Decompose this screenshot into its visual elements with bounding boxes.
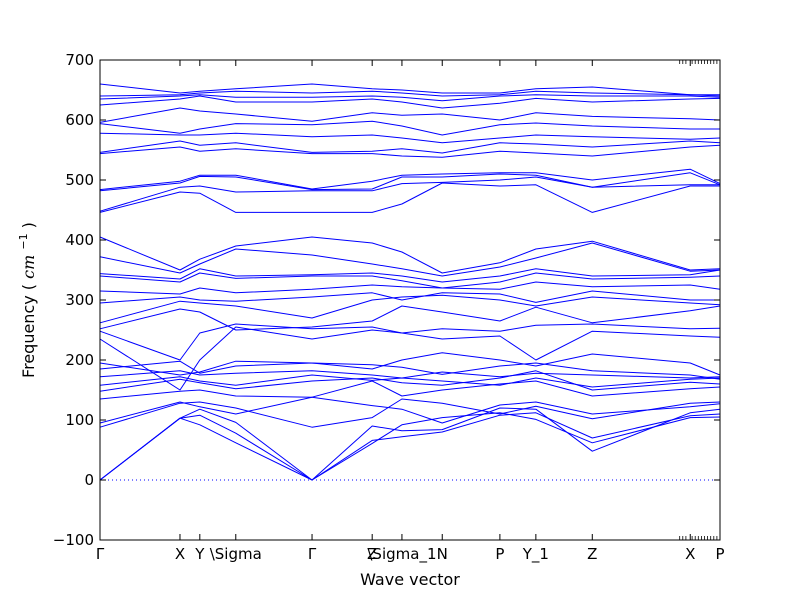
x-tick-labels: Γ X Y \Sigma Γ Z\Sigma_1 N P Y_1 Z X P [96, 545, 725, 564]
band-22 [99, 182, 720, 213]
band-27 [99, 140, 721, 154]
x-tick-label: Γ [96, 545, 105, 563]
y-tick-label: 0 [84, 471, 94, 489]
y-axis-label: Frequency ( cm −1 ) [12, 222, 38, 378]
x-tick-label: Y_1 [522, 545, 549, 564]
band-4 [99, 398, 721, 428]
y-tick-label: 500 [65, 171, 94, 189]
x-tick-label: \Sigma [210, 545, 262, 563]
y-tick-label: 300 [65, 291, 94, 309]
band-6 [99, 380, 721, 400]
band-13 [99, 323, 721, 361]
band-26 [99, 144, 721, 158]
x-tick-label: P [495, 545, 504, 563]
band-11 [99, 352, 721, 376]
y-tick-label: 400 [65, 231, 94, 249]
y-tick-label: 200 [65, 351, 94, 369]
x-tick-label: X [685, 545, 695, 563]
y-tick-label: 100 [65, 411, 94, 429]
plot-frame [99, 59, 721, 541]
series-layer [99, 83, 721, 481]
x-tick-label: P [715, 545, 724, 563]
y-tick-label: 700 [65, 51, 94, 69]
x-tick-label: Z [367, 545, 377, 563]
y-axis-label-close: ) [19, 222, 38, 228]
y-axis-label-text: Frequency [19, 295, 38, 378]
x-tick-label: X [175, 545, 185, 563]
band-3 [99, 407, 721, 481]
band-2 [99, 412, 721, 481]
band-30 [99, 107, 721, 123]
band-17 [99, 281, 721, 295]
band-18 [99, 272, 721, 289]
band-32 [99, 94, 721, 102]
band-5 [99, 396, 721, 424]
y-tick-label: −100 [53, 531, 94, 549]
band-10 [99, 360, 721, 380]
band-20 [99, 242, 721, 277]
band-24 [99, 172, 721, 192]
y-tick-label: 600 [65, 111, 94, 129]
band-33 [99, 90, 721, 97]
x-tick-label: N [437, 545, 448, 563]
y-tick-labels: −100 0 100 200 300 400 500 600 700 [53, 51, 94, 549]
band-28 [99, 132, 721, 144]
band-21 [99, 236, 721, 274]
band-16 [99, 290, 720, 304]
y-axis-label-group: Frequency ( cm −1 ) [12, 222, 38, 378]
band-1 [99, 412, 721, 481]
band-14 [99, 305, 721, 331]
y-axis-label-unit: cm [19, 255, 38, 279]
x-tick-label: Γ [308, 545, 317, 563]
band-25 [99, 168, 721, 191]
x-tick-label: Y [194, 545, 205, 563]
x-tick-label: Z [587, 545, 597, 563]
band-31 [99, 95, 721, 109]
y-axis-label-open: ( [19, 284, 38, 290]
band-34 [99, 83, 720, 96]
band-15 [99, 294, 721, 324]
band-29 [99, 120, 720, 136]
x-axis-label: Wave vector [360, 570, 460, 589]
band-19 [99, 268, 721, 283]
band-7 [99, 370, 721, 392]
x-tick-label: \Sigma_1 [367, 545, 436, 564]
y-axis-label-exp: −1 [17, 233, 30, 249]
band-9 [99, 370, 721, 379]
